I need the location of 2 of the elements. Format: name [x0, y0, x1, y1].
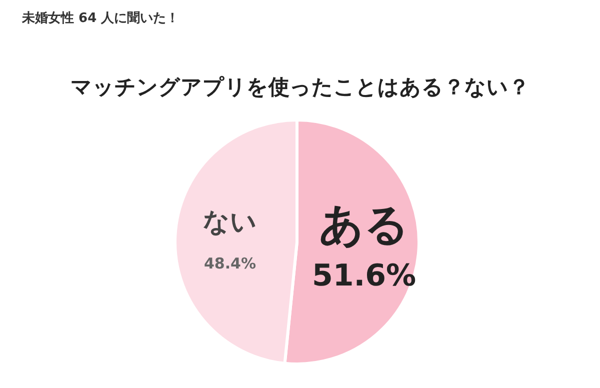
subtitle: 未婚女性 64 人に聞いた！ — [22, 11, 180, 26]
title: マッチングアプリを使ったことはある？ない？ — [70, 75, 530, 99]
